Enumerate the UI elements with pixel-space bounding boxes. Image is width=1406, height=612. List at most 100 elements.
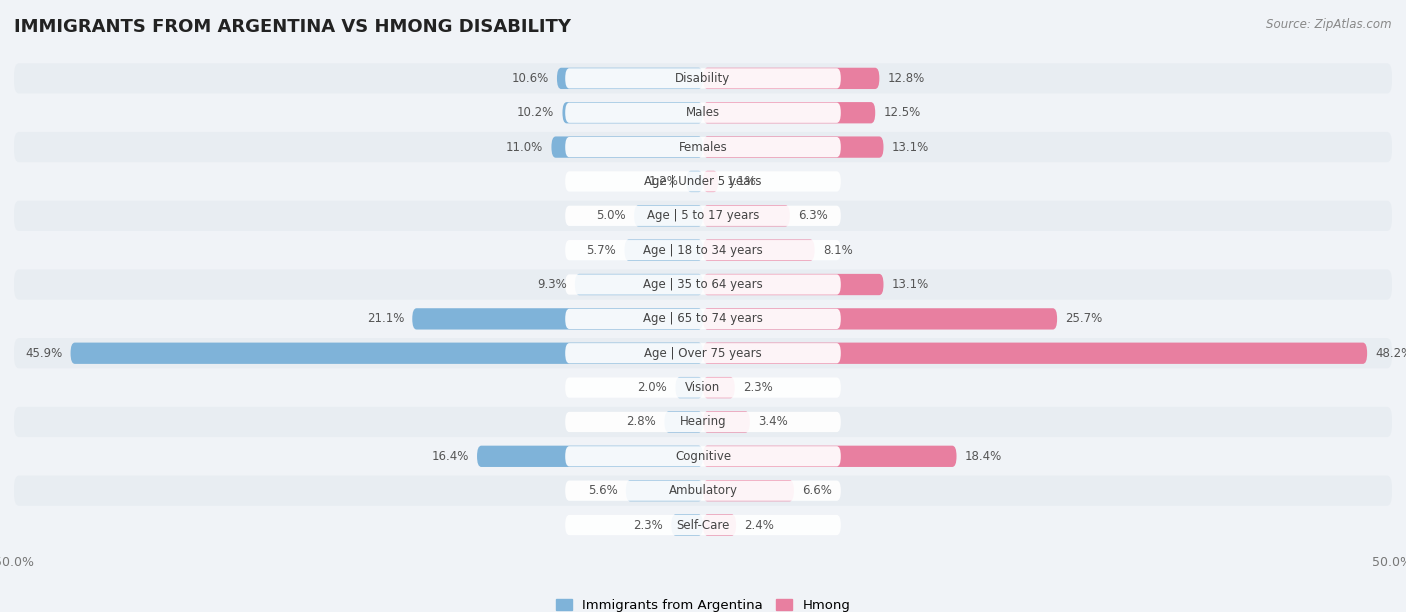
FancyBboxPatch shape [14, 63, 1392, 94]
FancyBboxPatch shape [14, 132, 1392, 162]
Text: Age | Under 5 years: Age | Under 5 years [644, 175, 762, 188]
Text: 2.3%: 2.3% [742, 381, 773, 394]
FancyBboxPatch shape [14, 201, 1392, 231]
Text: Cognitive: Cognitive [675, 450, 731, 463]
Legend: Immigrants from Argentina, Hmong: Immigrants from Argentina, Hmong [550, 594, 856, 612]
Text: 6.3%: 6.3% [799, 209, 828, 222]
Text: Males: Males [686, 106, 720, 119]
Text: Disability: Disability [675, 72, 731, 85]
FancyBboxPatch shape [565, 446, 841, 466]
Text: 48.2%: 48.2% [1375, 347, 1406, 360]
FancyBboxPatch shape [703, 274, 883, 295]
FancyBboxPatch shape [703, 377, 735, 398]
Text: 8.1%: 8.1% [823, 244, 852, 256]
Text: 10.2%: 10.2% [517, 106, 554, 119]
Text: 5.0%: 5.0% [596, 209, 626, 222]
Text: 1.2%: 1.2% [648, 175, 678, 188]
FancyBboxPatch shape [703, 205, 790, 226]
Text: 13.1%: 13.1% [891, 141, 929, 154]
Text: 21.1%: 21.1% [367, 312, 404, 326]
Text: Age | 5 to 17 years: Age | 5 to 17 years [647, 209, 759, 222]
Text: Ambulatory: Ambulatory [668, 484, 738, 497]
Text: Age | 18 to 34 years: Age | 18 to 34 years [643, 244, 763, 256]
FancyBboxPatch shape [565, 69, 841, 89]
FancyBboxPatch shape [14, 476, 1392, 506]
FancyBboxPatch shape [14, 441, 1392, 471]
FancyBboxPatch shape [14, 304, 1392, 334]
FancyBboxPatch shape [70, 343, 703, 364]
Text: Hearing: Hearing [679, 416, 727, 428]
Text: 5.7%: 5.7% [586, 244, 616, 256]
Text: Age | 65 to 74 years: Age | 65 to 74 years [643, 312, 763, 326]
Text: 5.6%: 5.6% [588, 484, 617, 497]
FancyBboxPatch shape [565, 274, 841, 294]
FancyBboxPatch shape [703, 308, 1057, 329]
Text: 45.9%: 45.9% [25, 347, 62, 360]
FancyBboxPatch shape [14, 407, 1392, 437]
FancyBboxPatch shape [565, 515, 841, 535]
Text: Age | Over 75 years: Age | Over 75 years [644, 347, 762, 360]
Text: IMMIGRANTS FROM ARGENTINA VS HMONG DISABILITY: IMMIGRANTS FROM ARGENTINA VS HMONG DISAB… [14, 18, 571, 36]
FancyBboxPatch shape [565, 480, 841, 501]
FancyBboxPatch shape [703, 480, 794, 501]
FancyBboxPatch shape [14, 373, 1392, 403]
FancyBboxPatch shape [565, 412, 841, 432]
FancyBboxPatch shape [565, 240, 841, 260]
FancyBboxPatch shape [703, 514, 737, 536]
FancyBboxPatch shape [703, 343, 1367, 364]
FancyBboxPatch shape [703, 136, 883, 158]
Text: 13.1%: 13.1% [891, 278, 929, 291]
FancyBboxPatch shape [557, 68, 703, 89]
FancyBboxPatch shape [14, 269, 1392, 300]
FancyBboxPatch shape [14, 338, 1392, 368]
Text: 2.0%: 2.0% [637, 381, 668, 394]
FancyBboxPatch shape [665, 411, 703, 433]
FancyBboxPatch shape [703, 446, 956, 467]
FancyBboxPatch shape [703, 171, 718, 192]
FancyBboxPatch shape [703, 102, 875, 124]
Text: 16.4%: 16.4% [432, 450, 468, 463]
FancyBboxPatch shape [565, 171, 841, 192]
FancyBboxPatch shape [565, 309, 841, 329]
FancyBboxPatch shape [565, 103, 841, 123]
Text: 9.3%: 9.3% [537, 278, 567, 291]
FancyBboxPatch shape [14, 166, 1392, 196]
Text: 12.5%: 12.5% [883, 106, 921, 119]
Text: 11.0%: 11.0% [506, 141, 543, 154]
FancyBboxPatch shape [703, 68, 879, 89]
Text: 1.1%: 1.1% [727, 175, 756, 188]
FancyBboxPatch shape [565, 378, 841, 398]
FancyBboxPatch shape [634, 205, 703, 226]
FancyBboxPatch shape [671, 514, 703, 536]
FancyBboxPatch shape [14, 510, 1392, 540]
FancyBboxPatch shape [686, 171, 703, 192]
Text: 2.3%: 2.3% [633, 518, 664, 532]
FancyBboxPatch shape [565, 343, 841, 364]
FancyBboxPatch shape [412, 308, 703, 329]
FancyBboxPatch shape [14, 235, 1392, 265]
Text: Source: ZipAtlas.com: Source: ZipAtlas.com [1267, 18, 1392, 31]
FancyBboxPatch shape [562, 102, 703, 124]
FancyBboxPatch shape [703, 411, 749, 433]
FancyBboxPatch shape [14, 98, 1392, 128]
Text: Age | 35 to 64 years: Age | 35 to 64 years [643, 278, 763, 291]
Text: 3.4%: 3.4% [758, 416, 787, 428]
FancyBboxPatch shape [575, 274, 703, 295]
Text: 2.4%: 2.4% [744, 518, 775, 532]
FancyBboxPatch shape [624, 239, 703, 261]
FancyBboxPatch shape [565, 206, 841, 226]
FancyBboxPatch shape [675, 377, 703, 398]
Text: 18.4%: 18.4% [965, 450, 1002, 463]
Text: 25.7%: 25.7% [1066, 312, 1102, 326]
Text: 6.6%: 6.6% [803, 484, 832, 497]
Text: Vision: Vision [685, 381, 721, 394]
Text: Females: Females [679, 141, 727, 154]
Text: 2.8%: 2.8% [627, 416, 657, 428]
FancyBboxPatch shape [477, 446, 703, 467]
FancyBboxPatch shape [565, 137, 841, 157]
Text: 10.6%: 10.6% [512, 72, 548, 85]
Text: Self-Care: Self-Care [676, 518, 730, 532]
FancyBboxPatch shape [626, 480, 703, 501]
FancyBboxPatch shape [551, 136, 703, 158]
Text: 12.8%: 12.8% [887, 72, 925, 85]
